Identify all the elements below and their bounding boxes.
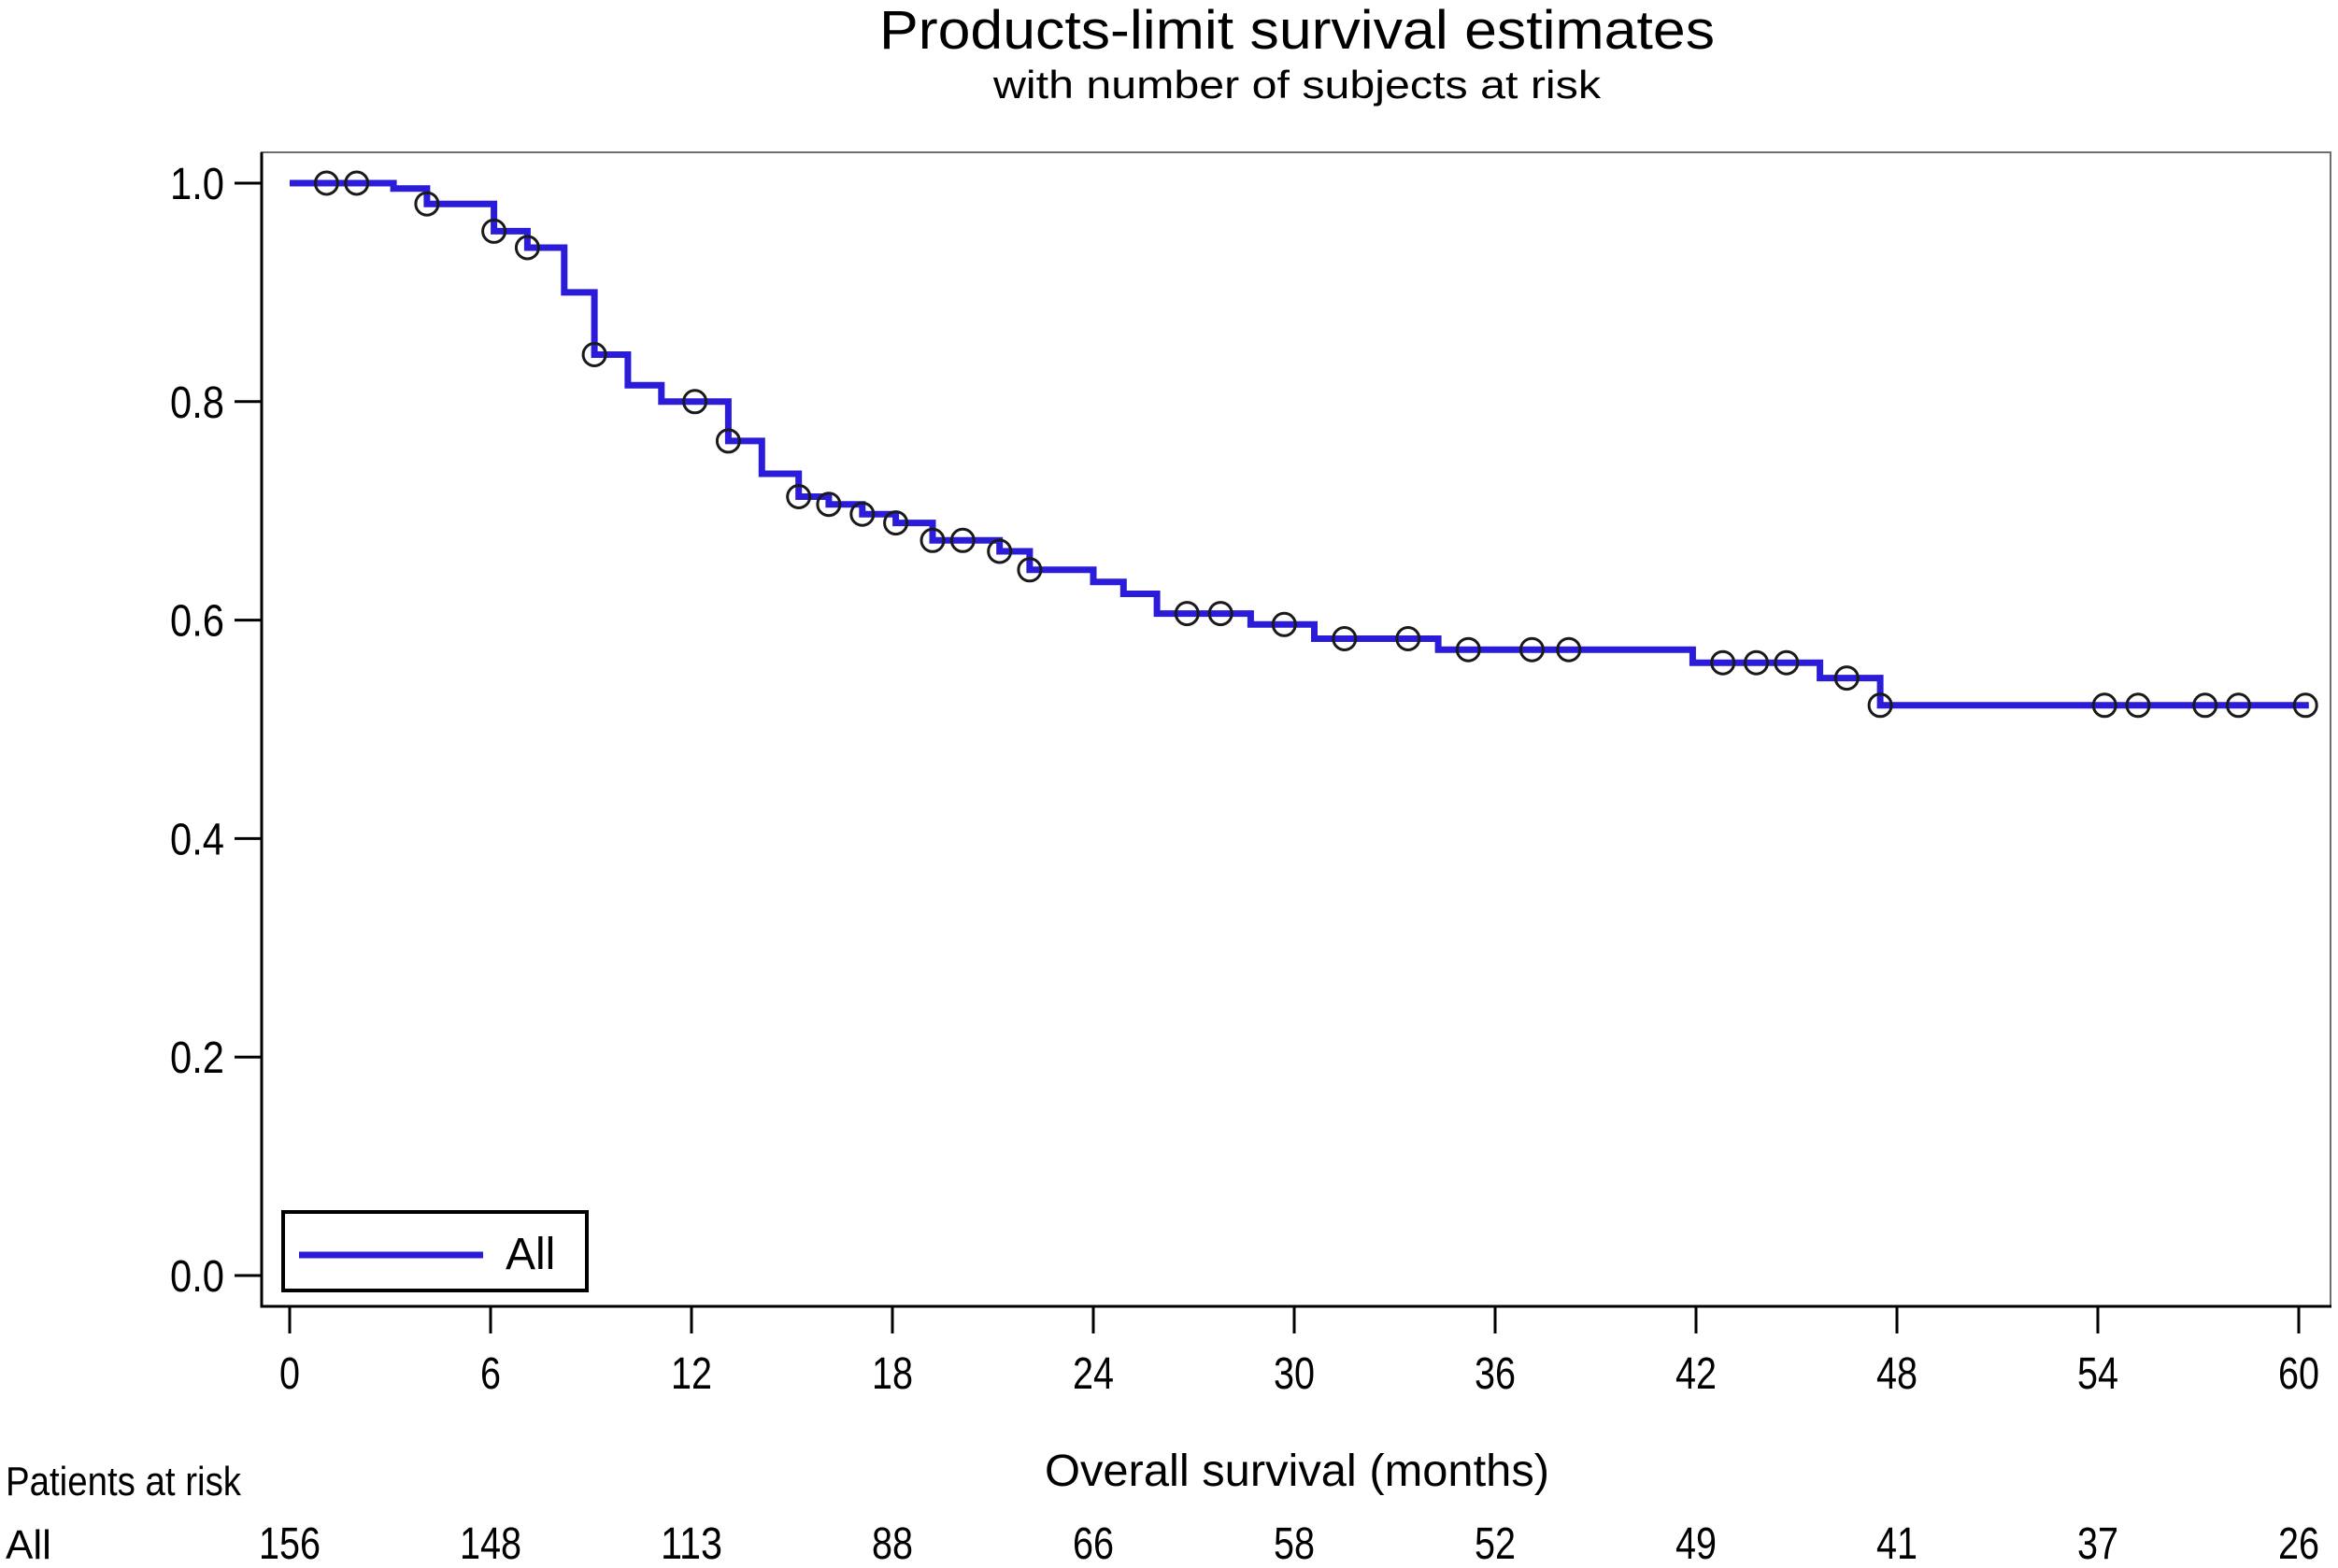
censor-mark bbox=[1271, 611, 1297, 637]
y-tick-label: 0.0 bbox=[170, 1252, 224, 1302]
at-risk-count: 148 bbox=[460, 1519, 521, 1563]
at-risk-count: 26 bbox=[2278, 1519, 2319, 1563]
censor-mark bbox=[987, 538, 1013, 564]
censor-mark bbox=[1556, 636, 1582, 663]
censor-mark bbox=[949, 527, 976, 553]
x-tick-label: 6 bbox=[480, 1349, 501, 1399]
y-tick-label: 0.8 bbox=[170, 378, 224, 428]
censor-mark bbox=[1710, 649, 1736, 676]
censor-mark bbox=[581, 342, 607, 367]
y-tick-label: 1.0 bbox=[170, 160, 224, 209]
censor-mark bbox=[1207, 601, 1233, 627]
censor-mark bbox=[1518, 636, 1545, 663]
censor-mark bbox=[414, 191, 440, 217]
x-axis-title: Overall survival (months) bbox=[1045, 1447, 1549, 1496]
x-tick-label: 18 bbox=[872, 1349, 913, 1399]
x-tick-label: 42 bbox=[1675, 1349, 1717, 1399]
censor-mark bbox=[344, 170, 370, 196]
censor-mark bbox=[1017, 557, 1043, 583]
at-risk-count: 52 bbox=[1475, 1519, 1516, 1563]
censor-mark bbox=[883, 510, 909, 536]
censor-mark bbox=[920, 527, 946, 553]
at-risk-count: 156 bbox=[259, 1519, 321, 1563]
x-axis-ticks: 0 6 12 18 24 30 36 42 48 54 60 bbox=[279, 1306, 2319, 1399]
x-tick-label: 30 bbox=[1274, 1349, 1315, 1399]
x-tick-label: 48 bbox=[1876, 1349, 1917, 1399]
at-risk-header: Patients at risk bbox=[6, 1459, 242, 1504]
censor-mark bbox=[1174, 601, 1200, 627]
at-risk-count: 58 bbox=[1274, 1519, 1315, 1563]
y-tick-label: 0.4 bbox=[170, 815, 224, 864]
censor-mark bbox=[1833, 665, 1860, 691]
at-risk-count: 37 bbox=[2077, 1519, 2118, 1563]
censor-mark bbox=[1774, 649, 1800, 676]
x-tick-label: 54 bbox=[2077, 1349, 2118, 1399]
legend: All bbox=[281, 1210, 589, 1292]
censor-mark bbox=[514, 235, 540, 261]
plot-border bbox=[261, 151, 2331, 1307]
at-risk-row-label: All bbox=[6, 1522, 51, 1563]
censor-mark bbox=[1867, 692, 1893, 719]
censor-mark bbox=[2192, 692, 2218, 719]
censor-mark bbox=[2226, 692, 2251, 719]
censor-mark bbox=[1332, 626, 1358, 651]
x-tick-label: 24 bbox=[1073, 1349, 1114, 1399]
censor-mark bbox=[1455, 636, 1481, 663]
y-tick-label: 0.6 bbox=[170, 597, 224, 647]
censor-mark bbox=[816, 492, 842, 518]
censor-mark bbox=[313, 170, 339, 196]
censor-mark bbox=[1744, 649, 1769, 676]
censor-mark bbox=[481, 218, 507, 244]
censor-mark bbox=[715, 428, 741, 454]
y-tick-label: 0.2 bbox=[170, 1033, 224, 1083]
at-risk-count: 66 bbox=[1073, 1519, 1114, 1563]
censor-mark bbox=[849, 501, 876, 527]
censor-mark bbox=[2292, 692, 2318, 719]
chart-subtitle: with number of subjects at risk bbox=[992, 63, 1602, 107]
x-tick-label: 12 bbox=[671, 1349, 712, 1399]
at-risk-count: 41 bbox=[1876, 1519, 1917, 1563]
censor-mark bbox=[1395, 626, 1421, 651]
x-tick-label: 36 bbox=[1475, 1349, 1516, 1399]
censor-mark bbox=[2091, 692, 2117, 719]
chart-title: Products-limit survival estimates bbox=[879, 0, 1715, 61]
censor-mark bbox=[786, 484, 812, 509]
survival-curve-group bbox=[290, 179, 2309, 709]
at-risk-count: 113 bbox=[661, 1519, 722, 1563]
censor-mark bbox=[2125, 692, 2151, 719]
legend-box bbox=[281, 1210, 589, 1292]
censor-marks-group bbox=[313, 170, 2318, 719]
at-risk-count: 88 bbox=[872, 1519, 913, 1563]
x-tick-label: 0 bbox=[279, 1349, 300, 1399]
y-axis-ticks: 1.0 0.8 0.6 0.4 0.2 0.0 bbox=[170, 160, 262, 1302]
at-risk-counts: 156 148 113 88 66 58 52 49 41 37 26 bbox=[259, 1519, 2319, 1568]
censor-mark bbox=[682, 389, 708, 415]
legend-label: All bbox=[506, 1230, 555, 1279]
at-risk-count: 49 bbox=[1675, 1519, 1717, 1563]
survival-curve bbox=[290, 179, 2309, 709]
x-tick-label: 60 bbox=[2278, 1349, 2319, 1399]
